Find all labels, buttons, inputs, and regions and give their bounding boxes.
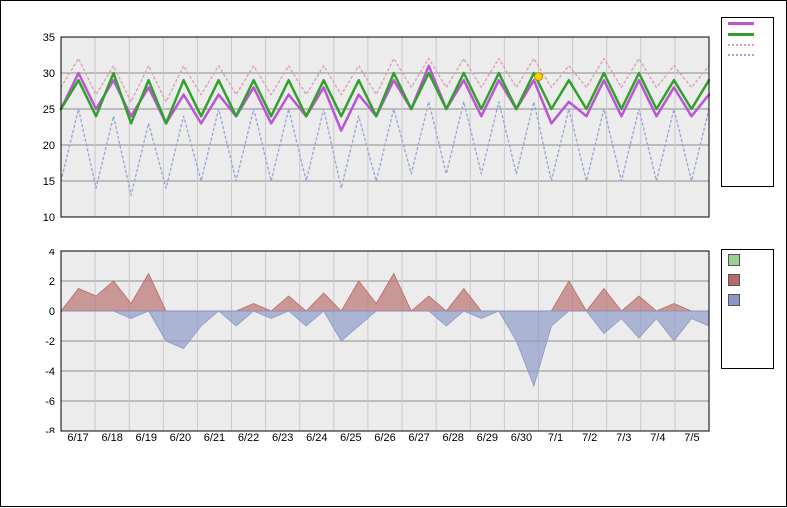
svg-text:15: 15 <box>43 176 55 188</box>
svg-text:7/5: 7/5 <box>684 432 699 444</box>
legend-swatch <box>728 254 740 266</box>
legend-swatch <box>728 44 754 46</box>
svg-text:6/20: 6/20 <box>170 432 191 444</box>
svg-text:4: 4 <box>49 249 55 258</box>
svg-text:6/30: 6/30 <box>511 432 532 444</box>
svg-text:6/26: 6/26 <box>374 432 395 444</box>
legend-item <box>722 29 773 40</box>
legend-swatch <box>728 54 754 56</box>
svg-text:6/17: 6/17 <box>67 432 88 444</box>
top-legend <box>721 17 774 187</box>
top-row: 10 15 20 25 30 35 <box>13 17 774 221</box>
svg-text:25: 25 <box>43 104 55 116</box>
bottom-legend <box>721 249 774 369</box>
svg-text:6/27: 6/27 <box>408 432 429 444</box>
legend-swatch <box>728 294 740 306</box>
svg-text:35: 35 <box>43 32 55 44</box>
legend-item <box>722 250 773 270</box>
anomaly-area-chart: -8 -6 -4 -2 0 2 4 <box>13 249 713 433</box>
chart-frame: { "layout":{ "width":787,"height":507, "… <box>0 0 787 507</box>
legend-swatch <box>728 274 740 286</box>
legend-item <box>722 50 773 60</box>
legend-item <box>722 18 773 29</box>
svg-text:6/18: 6/18 <box>101 432 122 444</box>
svg-text:-6: -6 <box>45 396 55 408</box>
svg-text:10: 10 <box>43 212 55 221</box>
svg-text:2: 2 <box>49 276 55 288</box>
legend-swatch <box>728 22 754 25</box>
svg-text:6/24: 6/24 <box>306 432 327 444</box>
svg-text:6/19: 6/19 <box>136 432 157 444</box>
svg-text:6/29: 6/29 <box>477 432 498 444</box>
legend-item <box>722 40 773 50</box>
svg-text:7/3: 7/3 <box>616 432 631 444</box>
temperature-line-chart: 10 15 20 25 30 35 <box>13 17 713 221</box>
svg-text:6/28: 6/28 <box>442 432 463 444</box>
svg-text:-8: -8 <box>45 426 55 433</box>
svg-text:7/1: 7/1 <box>548 432 563 444</box>
svg-text:30: 30 <box>43 68 55 80</box>
svg-text:6/21: 6/21 <box>204 432 225 444</box>
svg-text:0: 0 <box>49 306 55 318</box>
svg-text:6/23: 6/23 <box>272 432 293 444</box>
svg-text:20: 20 <box>43 140 55 152</box>
svg-text:-4: -4 <box>45 366 55 378</box>
bottom-row: -8 -6 -4 -2 0 2 4 <box>13 249 774 433</box>
legend-item <box>722 290 773 310</box>
svg-text:6/22: 6/22 <box>238 432 259 444</box>
svg-text:-2: -2 <box>45 336 55 348</box>
svg-text:7/4: 7/4 <box>650 432 665 444</box>
svg-text:7/2: 7/2 <box>582 432 597 444</box>
svg-text:6/25: 6/25 <box>340 432 361 444</box>
legend-item <box>722 270 773 290</box>
legend-swatch <box>728 33 754 36</box>
